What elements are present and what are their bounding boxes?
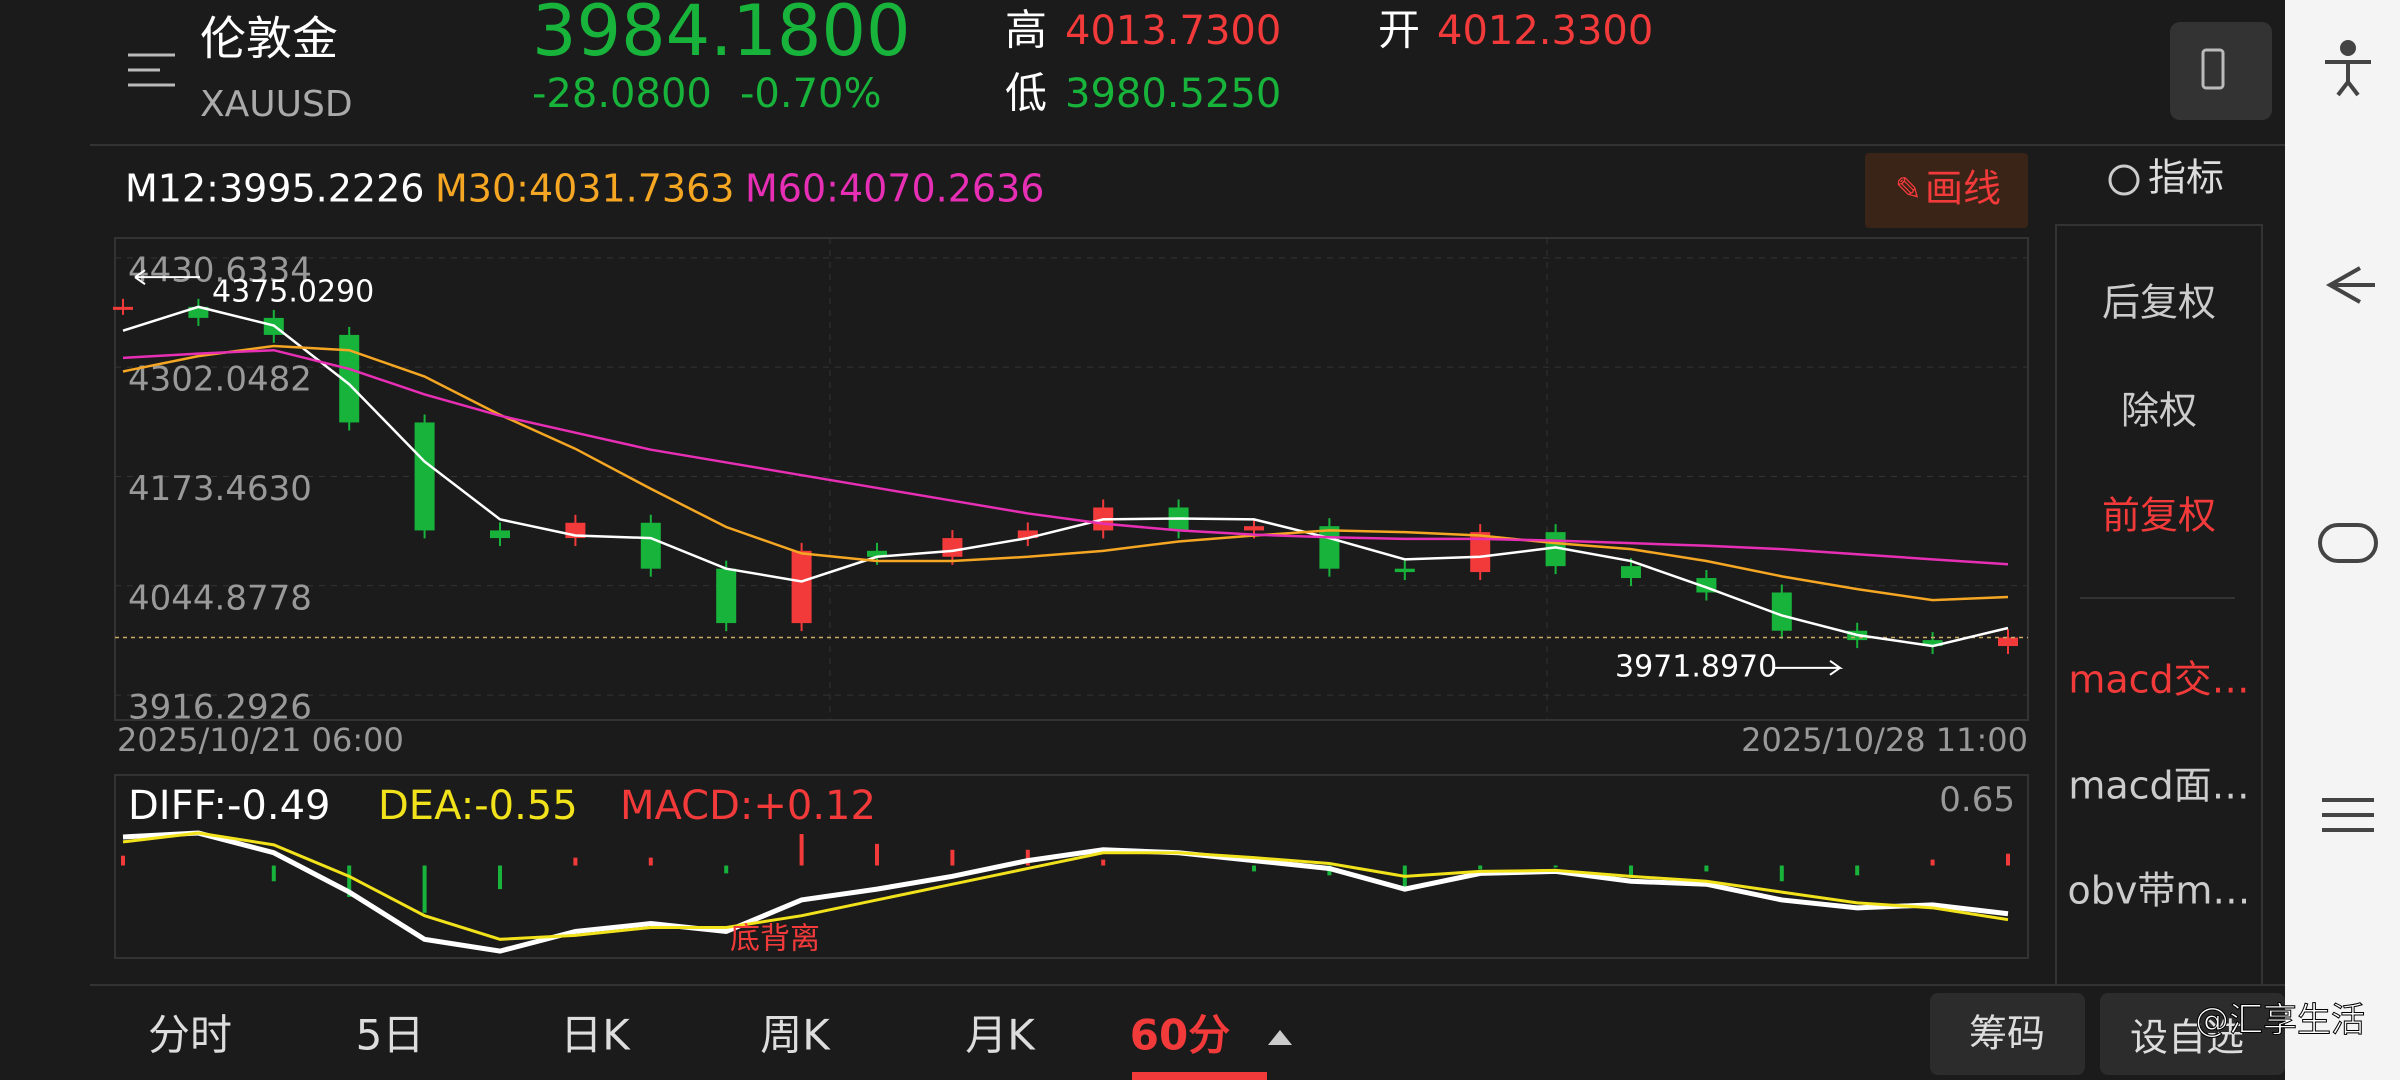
ma-legend: M12:3995.2226: [125, 167, 424, 211]
macd-legend: MACD:+0.12: [620, 783, 876, 829]
instrument-code: XAUUSD: [200, 84, 353, 125]
candle-body: [1771, 592, 1792, 631]
tab[interactable]: 周K: [760, 1011, 831, 1060]
candle-body: [339, 334, 360, 423]
tab[interactable]: 5日: [356, 1011, 425, 1060]
candle-body: [1998, 637, 2018, 647]
y-tick-label: 4430.6334: [128, 250, 312, 290]
indicator-label[interactable]: 指标: [2148, 156, 2224, 200]
side-menu-item[interactable]: obv带m…: [2068, 869, 2251, 913]
menu-icon[interactable]: [128, 53, 175, 87]
tab-arrow[interactable]: [1268, 1030, 1292, 1045]
watermark: @汇享生活: [2195, 1001, 2365, 1041]
candle-body: [640, 522, 661, 569]
candle-body: [942, 538, 963, 557]
tab-underline: [1132, 1072, 1267, 1080]
tab[interactable]: 分时: [148, 1011, 232, 1060]
y-tick-label: 4044.8778: [128, 578, 312, 618]
side-menu-item[interactable]: 前复权: [2102, 494, 2216, 538]
candle-body: [1470, 532, 1491, 573]
tab[interactable]: 日K: [560, 1011, 631, 1060]
y-tick-label: 4302.0482: [128, 360, 312, 400]
candle-body: [1922, 640, 1943, 647]
tab[interactable]: 60分: [1130, 1011, 1230, 1060]
y-tick-label: 0.65: [1939, 780, 2015, 820]
arrow: [1775, 660, 1844, 676]
high-value: 4013.7300: [1065, 8, 1281, 54]
open-value: 4012.3300: [1437, 8, 1653, 54]
watchlist-button[interactable]: [2100, 993, 2285, 1075]
button-label[interactable]: 设自选: [2130, 1016, 2244, 1060]
x-label: 2025/10/28 11:00: [1741, 721, 2028, 759]
ma-line: [122, 344, 2009, 602]
rotate-button[interactable]: [2170, 22, 2272, 120]
candle-body: [867, 550, 887, 557]
candle-body: [1017, 530, 1038, 539]
ma-line: [122, 348, 2009, 566]
system-icons: [2318, 40, 2378, 832]
side-menu-item[interactable]: 后复权: [2102, 281, 2216, 325]
side-menu-item[interactable]: macd面…: [2068, 764, 2249, 808]
tab[interactable]: 月K: [965, 1011, 1036, 1060]
candle-body: [1244, 526, 1264, 531]
macd-legend: DIFF:-0.49: [128, 783, 330, 829]
candle-body: [1394, 568, 1415, 573]
system-bar: [2285, 0, 2400, 1080]
draw-button[interactable]: [1865, 153, 2028, 228]
macd-line: [122, 831, 2009, 941]
y-tick-label: 4173.4630: [128, 469, 312, 509]
instrument-name: 伦敦金: [200, 12, 338, 66]
candle-body: [1319, 526, 1340, 569]
draw-label: 画线: [1925, 167, 2001, 211]
open-label: 开: [1378, 6, 1420, 55]
ma-legend: M60:4070.2636: [745, 167, 1044, 211]
side-menu-item[interactable]: 除权: [2121, 389, 2197, 433]
macd-line: [122, 830, 2009, 954]
candle-body: [490, 530, 510, 539]
change: -28.0800: [532, 71, 712, 117]
price: 3984.1800: [532, 0, 911, 72]
high-label: 高: [1005, 6, 1047, 55]
high-marker: 4375.0290: [212, 275, 374, 310]
candle-body: [1621, 566, 1641, 579]
candle-body: [414, 422, 435, 531]
x-label: 2025/10/21 06:00: [117, 721, 404, 759]
chips-button[interactable]: [1930, 993, 2085, 1075]
candle-body: [188, 306, 209, 318]
gauge-icon: [2108, 164, 2140, 196]
arrow: [134, 269, 200, 285]
side-menu-item[interactable]: macd交…: [2068, 658, 2249, 702]
y-tick-label: 3916.2926: [128, 688, 312, 728]
button-label[interactable]: 筹码: [1969, 1012, 2045, 1056]
candle-body: [716, 568, 737, 624]
macd-legend: DEA:-0.55: [378, 783, 578, 829]
main-chart-frame: [114, 237, 2029, 721]
low-marker: 3971.8970: [1615, 649, 1777, 684]
divergence-label: 底背离: [730, 922, 820, 957]
ma-line: [122, 305, 2009, 648]
candle-body: [791, 550, 812, 624]
low-value: 3980.5250: [1065, 71, 1281, 117]
change-pct: -0.70%: [740, 71, 882, 117]
phone-icon: [2201, 48, 2225, 90]
low-label: 低: [1005, 69, 1047, 118]
ma-legend: M30:4031.7363: [435, 167, 734, 211]
macd-frame: [114, 774, 2029, 959]
pencil-icon: ✎: [1895, 170, 1922, 208]
candle-body: [113, 306, 133, 310]
